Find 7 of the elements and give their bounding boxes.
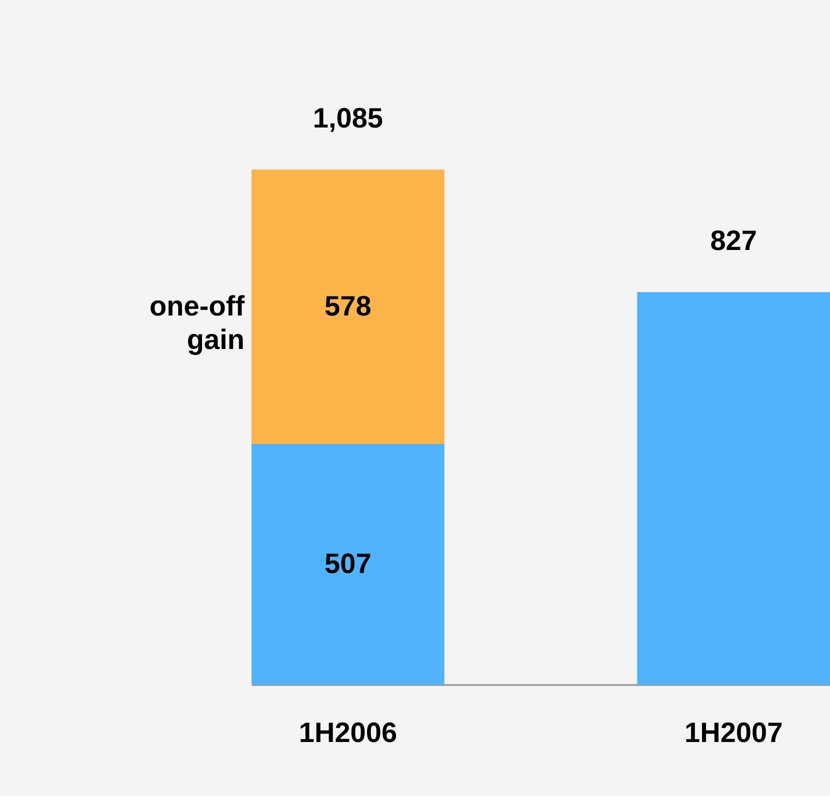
x-tick-label: 1H2006: [298, 717, 398, 748]
total-label: 1,085: [312, 102, 384, 134]
data-label: 578: [324, 290, 372, 322]
x-tick-label: 1H2007: [684, 717, 783, 748]
data-label: 507: [324, 548, 372, 580]
total-label: 827: [710, 225, 757, 256]
series-label: one-off gain: [150, 290, 246, 355]
